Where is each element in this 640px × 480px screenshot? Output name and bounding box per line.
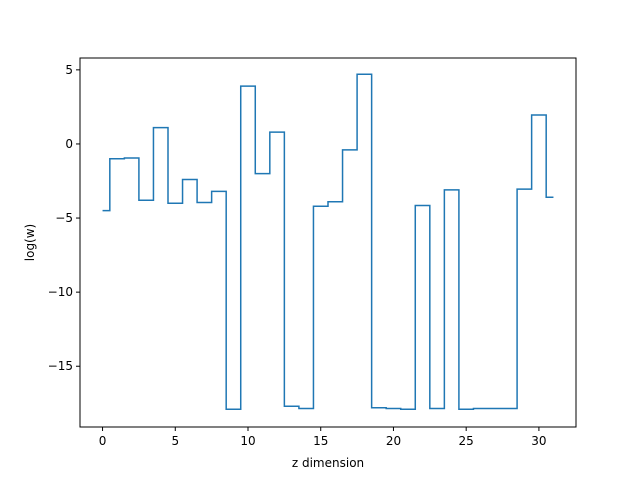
x-tick-label: 0 bbox=[99, 434, 107, 448]
x-tick-label: 20 bbox=[386, 434, 401, 448]
y-tick-label: −15 bbox=[48, 359, 73, 373]
x-axis-label: z dimension bbox=[292, 456, 364, 470]
y-axis-label: log(w) bbox=[23, 224, 37, 261]
x-tick-label: 15 bbox=[313, 434, 328, 448]
plot-frame bbox=[79, 57, 577, 428]
x-tick-label: 5 bbox=[171, 434, 179, 448]
y-tick-label: −10 bbox=[48, 285, 73, 299]
x-tick-label: 30 bbox=[531, 434, 546, 448]
y-tick-label: 0 bbox=[65, 137, 73, 151]
series-line-0 bbox=[102, 73, 554, 410]
y-tick-label: −5 bbox=[55, 211, 73, 225]
x-tick-label: 25 bbox=[459, 434, 474, 448]
x-axis-ticks: 0 5 10 15 20 25 30 bbox=[99, 427, 547, 448]
y-axis-ticks: 5 0 −5 −10 −15 bbox=[48, 63, 80, 373]
y-tick-label: 5 bbox=[65, 63, 73, 77]
x-tick-label: 10 bbox=[240, 434, 255, 448]
plot-area bbox=[80, 58, 576, 427]
